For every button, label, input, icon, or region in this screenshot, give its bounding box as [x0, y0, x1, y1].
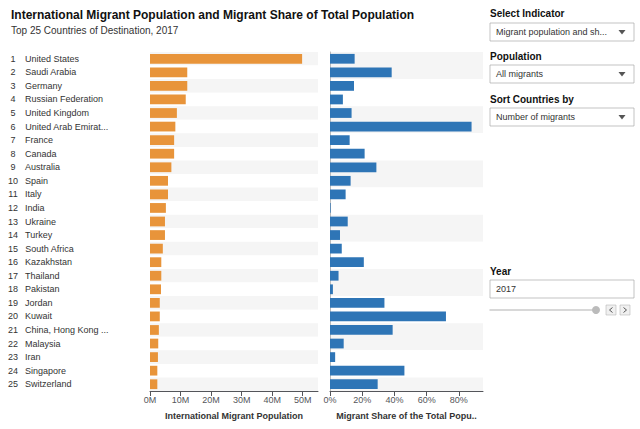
svg-text:Italy: Italy	[25, 189, 42, 199]
svg-text:20: 20	[8, 311, 18, 321]
svg-text:Turkey: Turkey	[25, 230, 53, 240]
svg-text:Number of migrants: Number of migrants	[496, 112, 576, 122]
svg-text:Ukraine: Ukraine	[25, 217, 56, 227]
svg-text:21: 21	[8, 325, 18, 335]
svg-text:10: 10	[8, 176, 18, 186]
svg-text:15: 15	[8, 244, 18, 254]
svg-text:Migrant population and sh...: Migrant population and sh...	[496, 27, 607, 37]
svg-text:Sort Countries by: Sort Countries by	[490, 94, 574, 105]
svg-text:China, Hong Kong ...: China, Hong Kong ...	[25, 325, 109, 335]
svg-text:Canada: Canada	[25, 149, 57, 159]
svg-text:10M: 10M	[172, 395, 190, 405]
svg-text:30M: 30M	[233, 395, 251, 405]
svg-text:Select Indicator: Select Indicator	[490, 8, 565, 19]
svg-text:12: 12	[8, 203, 18, 213]
svg-text:4: 4	[10, 94, 15, 104]
svg-text:19: 19	[8, 298, 18, 308]
svg-text:United Arab Emirat...: United Arab Emirat...	[25, 122, 108, 132]
svg-text:40M: 40M	[263, 395, 281, 405]
svg-text:United States: United States	[25, 54, 80, 64]
svg-text:25: 25	[8, 379, 18, 389]
svg-text:Thailand: Thailand	[25, 271, 60, 281]
svg-text:24: 24	[8, 366, 18, 376]
svg-text:France: France	[25, 135, 53, 145]
svg-text:20%: 20%	[353, 395, 371, 405]
svg-text:Singapore: Singapore	[25, 366, 66, 376]
svg-text:Year: Year	[490, 266, 511, 277]
svg-text:Kuwait: Kuwait	[25, 311, 53, 321]
svg-text:13: 13	[8, 217, 18, 227]
svg-text:22: 22	[8, 339, 18, 349]
svg-text:0M: 0M	[144, 395, 157, 405]
svg-text:60%: 60%	[418, 395, 436, 405]
svg-text:Iran: Iran	[25, 352, 41, 362]
svg-text:International Migrant Populati: International Migrant Population	[165, 411, 303, 421]
svg-text:23: 23	[8, 352, 18, 362]
svg-text:18: 18	[8, 284, 18, 294]
svg-text:All migrants: All migrants	[496, 69, 544, 79]
svg-text:Top 25 Countries of Destinatio: Top 25 Countries of Destination, 2017	[11, 25, 179, 36]
svg-text:11: 11	[8, 189, 17, 199]
svg-text:16: 16	[8, 257, 18, 267]
svg-text:International Migrant Populati: International Migrant Population and Mig…	[11, 8, 414, 22]
svg-text:3: 3	[10, 81, 15, 91]
svg-text:Pakistan: Pakistan	[25, 284, 60, 294]
svg-text:Migrant Share of the Total Pop: Migrant Share of the Total Popu..	[336, 411, 476, 421]
svg-text:0%: 0%	[323, 395, 336, 405]
svg-text:Spain: Spain	[25, 176, 48, 186]
svg-text:17: 17	[8, 271, 18, 281]
svg-text:Malaysia: Malaysia	[25, 339, 61, 349]
svg-text:2: 2	[10, 67, 15, 77]
svg-text:Russian Federation: Russian Federation	[25, 94, 103, 104]
svg-text:Switzerland: Switzerland	[25, 379, 72, 389]
svg-text:5: 5	[10, 108, 15, 118]
svg-text:United Kingdom: United Kingdom	[25, 108, 89, 118]
svg-text:Population: Population	[490, 51, 542, 62]
svg-text:8: 8	[10, 149, 15, 159]
svg-text:9: 9	[10, 162, 15, 172]
svg-text:80%: 80%	[450, 395, 468, 405]
svg-text:1: 1	[10, 54, 15, 64]
svg-text:6: 6	[10, 122, 15, 132]
svg-text:20M: 20M	[202, 395, 220, 405]
svg-text:Kazakhstan: Kazakhstan	[25, 257, 72, 267]
svg-text:2017: 2017	[496, 284, 516, 294]
svg-text:Saudi Arabia: Saudi Arabia	[25, 67, 76, 77]
svg-text:Jordan: Jordan	[25, 298, 53, 308]
svg-text:Australia: Australia	[25, 162, 60, 172]
svg-text:14: 14	[8, 230, 18, 240]
svg-text:40%: 40%	[385, 395, 403, 405]
svg-text:India: India	[25, 203, 45, 213]
svg-text:South Africa: South Africa	[25, 244, 74, 254]
svg-text:50M: 50M	[294, 395, 312, 405]
svg-text:7: 7	[10, 135, 15, 145]
svg-text:Germany: Germany	[25, 81, 63, 91]
